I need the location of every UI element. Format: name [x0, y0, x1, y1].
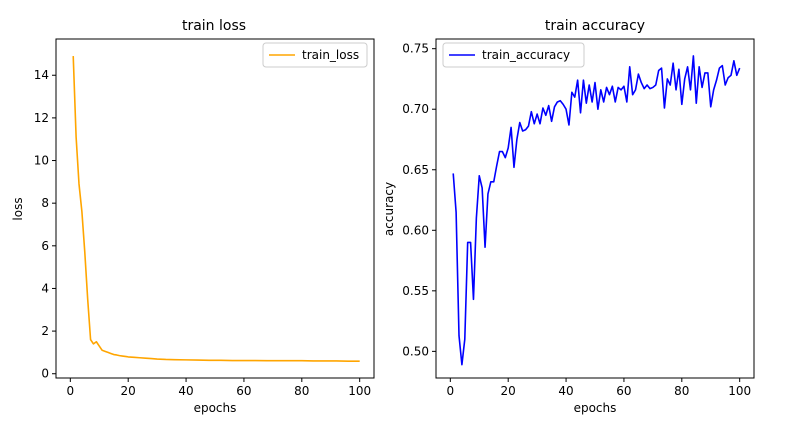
- accuracy-y-axis-label: accuracy: [382, 182, 396, 236]
- loss-legend-box: [262, 42, 368, 68]
- accuracy-y-tick-label: 0.55: [402, 284, 429, 298]
- loss-series-layer: [72, 56, 360, 362]
- loss-legend-label: train_loss: [302, 48, 359, 62]
- loss-chart: train loss 0 20 40 60 80 100 0 2 4 6 8 10 12 14 epoch…: [11, 18, 375, 415]
- accuracy-x-tick-label: 60: [616, 384, 631, 398]
- loss-y-tick-label: 4: [41, 281, 49, 295]
- loss-y-tick-label: 2: [41, 324, 49, 338]
- accuracy-x-tick-label: 40: [558, 384, 573, 398]
- loss-y-tick-label: 6: [41, 239, 49, 253]
- accuracy-y-tick-label: 0.70: [402, 102, 429, 116]
- accuracy-legend-box: [442, 42, 585, 68]
- loss-series-line: [72, 56, 360, 362]
- loss-y-tick-label: 8: [41, 196, 49, 210]
- accuracy-series-line: [452, 55, 741, 366]
- accuracy-x-tick-label: 80: [674, 384, 689, 398]
- accuracy-x-axis-label: epochs: [574, 401, 617, 415]
- accuracy-y-tick-label: 0.60: [402, 223, 429, 237]
- loss-x-tick-label: 20: [121, 384, 136, 398]
- loss-x-tick-label: 0: [67, 384, 75, 398]
- loss-x-tick-label: 80: [294, 384, 309, 398]
- loss-legend: train_loss: [262, 42, 368, 68]
- accuracy-chart-title: train accuracy: [545, 18, 645, 34]
- loss-ticks-layer: 0 20 40 60 80 100 0 2 4 6 8 10 12 14: [34, 68, 371, 398]
- accuracy-y-tick-label: 0.75: [402, 42, 429, 56]
- accuracy-y-tick-label: 0.65: [402, 163, 429, 177]
- accuracy-x-tick-label: 20: [501, 384, 516, 398]
- loss-plot-area: [56, 39, 374, 378]
- loss-chart-title: train loss: [182, 18, 246, 34]
- loss-y-tick-label: 14: [34, 68, 49, 82]
- loss-x-tick-label: 60: [236, 384, 251, 398]
- accuracy-y-tick-label: 0.50: [402, 344, 429, 358]
- accuracy-legend: train_accuracy: [442, 42, 585, 68]
- accuracy-x-tick-label: 0: [447, 384, 455, 398]
- loss-plot-frame: [55, 38, 375, 379]
- loss-x-axis-label: epochs: [194, 401, 237, 415]
- accuracy-legend-label: train_accuracy: [482, 48, 570, 62]
- accuracy-plot-area: [436, 39, 754, 378]
- accuracy-chart: train accuracy 0 20 40 60 80 1000.500.550.600…: [382, 18, 755, 415]
- loss-x-tick-label: 40: [178, 384, 193, 398]
- loss-y-axis-label: loss: [11, 197, 25, 220]
- loss-y-tick-label: 0: [41, 367, 49, 381]
- loss-y-tick-label: 12: [34, 111, 49, 125]
- loss-x-tick-label: 100: [348, 384, 371, 398]
- accuracy-series-layer: [452, 55, 741, 366]
- accuracy-ticks-layer: 0 20 40 60 80 100 0.50 0.55 0.60 0.65 0.70 0.75: [402, 42, 751, 398]
- accuracy-x-tick-label: 100: [728, 384, 751, 398]
- loss-y-tick-label: 10: [34, 154, 49, 168]
- accuracy-plot-frame: [435, 38, 755, 379]
